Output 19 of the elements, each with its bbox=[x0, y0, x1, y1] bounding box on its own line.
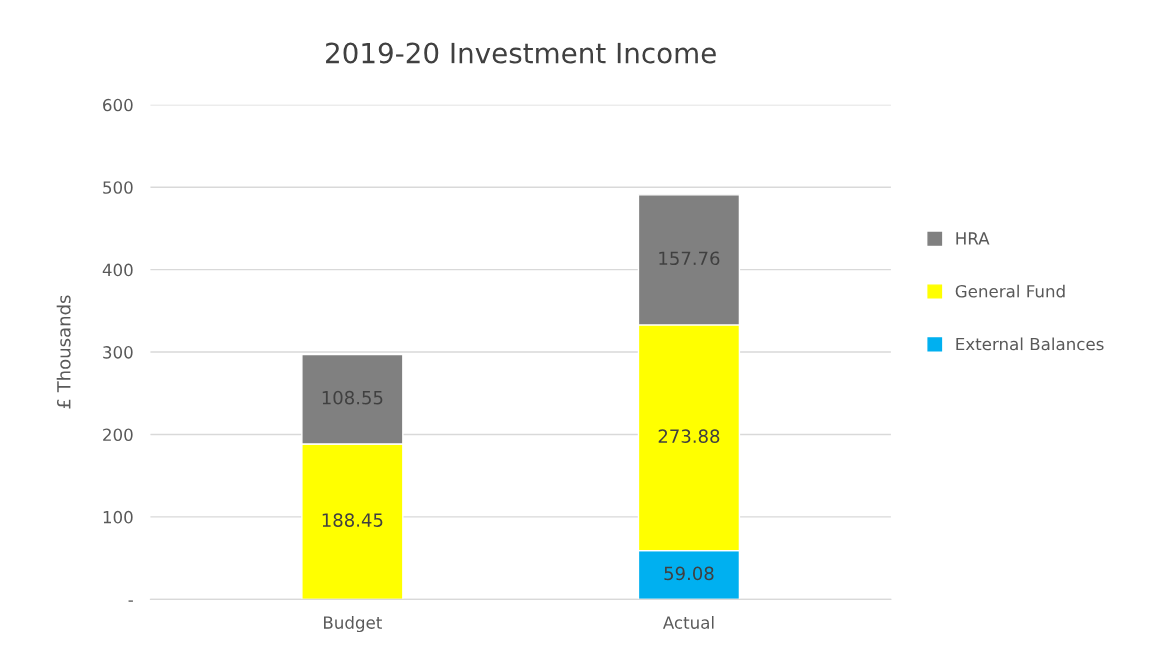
y-tick-label: - bbox=[128, 600, 133, 602]
chart-title: 2019-20 Investment Income bbox=[326, 42, 716, 64]
y-tick-label: 300 bbox=[103, 346, 133, 359]
x-tick-label: Budget bbox=[324, 615, 382, 633]
y-axis-title: £ Thousands bbox=[56, 295, 71, 409]
y-tick-label: 500 bbox=[103, 181, 133, 194]
data-label: 188.45 bbox=[322, 513, 383, 527]
y-tick-label: 400 bbox=[102, 263, 133, 277]
data-label: 108.55 bbox=[322, 390, 383, 405]
legend-label: External Balances bbox=[956, 337, 1104, 351]
legend-label: HRA bbox=[956, 232, 990, 245]
y-tick-label: 100 bbox=[103, 510, 133, 524]
data-label: 59.08 bbox=[664, 566, 714, 581]
y-tick-label: 200 bbox=[103, 428, 133, 442]
y-tick-label: 600 bbox=[103, 98, 133, 112]
data-label: 273.88 bbox=[658, 429, 720, 443]
x-tick-label: Actual bbox=[662, 615, 714, 629]
data-label: 157.76 bbox=[659, 251, 720, 266]
legend-label: General Fund bbox=[955, 284, 1065, 298]
